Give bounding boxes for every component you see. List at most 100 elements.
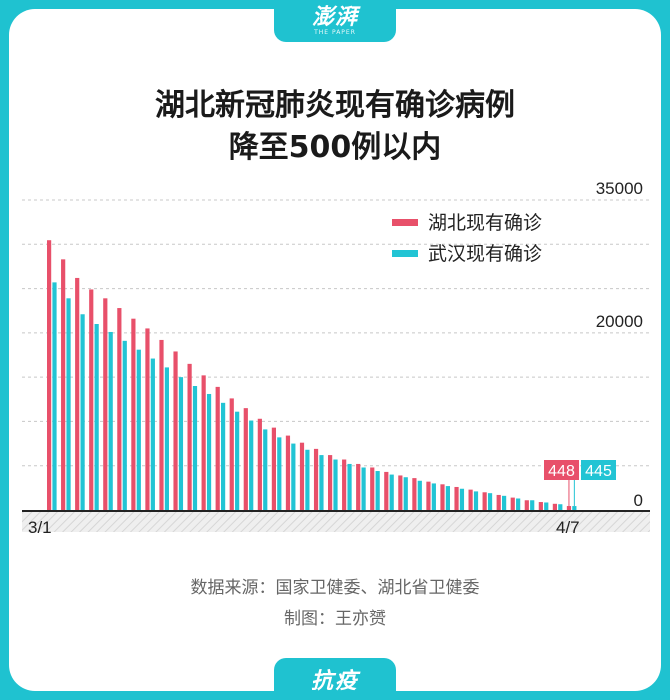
- bar-hubei: [454, 486, 459, 510]
- bar-wuhan: [445, 486, 450, 510]
- bar-hubei: [328, 455, 333, 510]
- last-value-box-hubei: [544, 460, 579, 480]
- bar-hubei: [370, 467, 375, 510]
- bar-hubei: [342, 459, 347, 510]
- bar-hubei: [89, 289, 94, 510]
- bar-hubei: [215, 386, 220, 510]
- bar-wuhan: [178, 377, 184, 510]
- chart-author: 制图：王亦赟: [284, 609, 386, 629]
- bar-hubei: [271, 427, 276, 510]
- bar-hubei: [482, 492, 487, 510]
- bar-wuhan: [544, 502, 549, 510]
- bar-wuhan: [80, 314, 85, 510]
- bar-wuhan: [235, 411, 240, 510]
- legend-label-hubei: 湖北现有确诊: [428, 212, 542, 234]
- chart-title-line1: 湖北新冠肺炎现有确诊病例: [155, 88, 515, 123]
- bar-hubei: [285, 435, 291, 510]
- bar-hubei: [75, 277, 80, 510]
- last-value-box-wuhan: [581, 460, 616, 480]
- bar-wuhan: [572, 506, 577, 510]
- bar-hubei: [524, 500, 529, 510]
- bar-hubei: [257, 418, 262, 510]
- bar-hubei: [201, 375, 206, 510]
- bar-hubei: [440, 484, 445, 510]
- bar-wuhan: [530, 500, 535, 510]
- bar-wuhan: [164, 367, 169, 510]
- bar-wuhan: [305, 449, 310, 510]
- bar-wuhan: [502, 495, 507, 510]
- bar-hubei: [356, 463, 361, 510]
- bar-wuhan: [361, 467, 366, 510]
- bar-hubei: [299, 442, 305, 510]
- bar-wuhan: [473, 491, 479, 510]
- bar-hubei: [117, 308, 122, 510]
- bar-wuhan: [263, 429, 268, 510]
- last-value-label-hubei: 448: [548, 463, 575, 480]
- bar-wuhan: [431, 483, 436, 510]
- bar-wuhan: [277, 437, 282, 510]
- x-tick-start: 3/1: [28, 518, 52, 537]
- bar-hubei: [313, 448, 319, 510]
- bar-wuhan: [150, 358, 155, 510]
- last-value-label-wuhan: 445: [585, 463, 612, 480]
- y-tick-label: 0: [634, 491, 643, 510]
- bar-hubei: [145, 328, 150, 510]
- bar-wuhan: [417, 480, 422, 510]
- bar-hubei: [103, 298, 108, 510]
- y-tick-label: 35000: [596, 179, 643, 198]
- bar-wuhan: [347, 463, 352, 510]
- bar-wuhan: [249, 420, 254, 510]
- bar-wuhan: [52, 282, 57, 510]
- bar-wuhan: [375, 471, 380, 510]
- bar-wuhan: [487, 493, 493, 510]
- bar-hubei: [510, 497, 515, 510]
- bar-wuhan: [108, 331, 113, 510]
- bar-wuhan: [403, 477, 408, 510]
- x-axis-band: [22, 511, 650, 532]
- bar-wuhan: [136, 349, 141, 510]
- bar-wuhan: [206, 393, 212, 510]
- topic-tag-label: 抗疫: [310, 669, 359, 694]
- bar-hubei: [47, 240, 52, 510]
- bar-wuhan: [389, 474, 394, 510]
- bar-wuhan: [221, 402, 226, 510]
- bar-wuhan: [516, 498, 521, 510]
- bar-wuhan: [459, 488, 465, 510]
- bar-hubei: [187, 363, 192, 510]
- bar-wuhan: [192, 386, 198, 510]
- bar-hubei: [159, 339, 164, 510]
- legend-label-wuhan: 武汉现有确诊: [428, 243, 542, 265]
- bar-hubei: [496, 494, 501, 510]
- brand-subtitle: THE PAPER: [314, 29, 356, 36]
- bar-wuhan: [558, 504, 563, 510]
- bar-hubei: [412, 478, 417, 510]
- bar-hubei: [229, 398, 234, 510]
- x-tick-end: 4/7: [556, 518, 580, 537]
- bar-hubei: [173, 351, 178, 510]
- bar-hubei: [552, 503, 557, 510]
- chart-title-line2: 降至500例以内: [228, 130, 442, 165]
- bar-wuhan: [66, 298, 71, 510]
- brand-badge: 澎湃 THE PAPER: [274, 0, 396, 42]
- bar-hubei: [426, 481, 431, 510]
- legend: 湖北现有确诊 武汉现有确诊: [392, 212, 542, 265]
- bar-wuhan: [333, 459, 338, 510]
- bar-hubei: [566, 506, 572, 510]
- bar-hubei: [384, 471, 389, 510]
- bar-wuhan: [122, 340, 127, 510]
- bar-wuhan: [291, 443, 296, 510]
- legend-swatch-hubei: [392, 219, 418, 226]
- legend-swatch-wuhan: [392, 250, 418, 257]
- bar-hubei: [61, 259, 66, 510]
- data-source: 数据来源：国家卫健委、湖北省卫健委: [190, 578, 480, 598]
- bar-hubei: [538, 502, 543, 510]
- bar-hubei: [468, 489, 473, 510]
- bar-hubei: [398, 475, 403, 510]
- bar-hubei: [243, 408, 248, 510]
- topic-tag: 抗疫: [274, 658, 396, 700]
- y-tick-label: 20000: [596, 312, 643, 331]
- bar-hubei: [131, 318, 136, 510]
- bar-wuhan: [94, 324, 99, 510]
- brand-logo: 澎湃: [311, 4, 358, 30]
